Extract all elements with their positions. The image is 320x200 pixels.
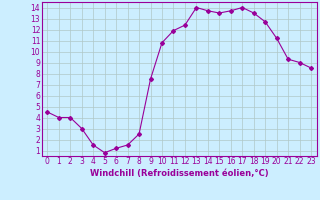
- X-axis label: Windchill (Refroidissement éolien,°C): Windchill (Refroidissement éolien,°C): [90, 169, 268, 178]
